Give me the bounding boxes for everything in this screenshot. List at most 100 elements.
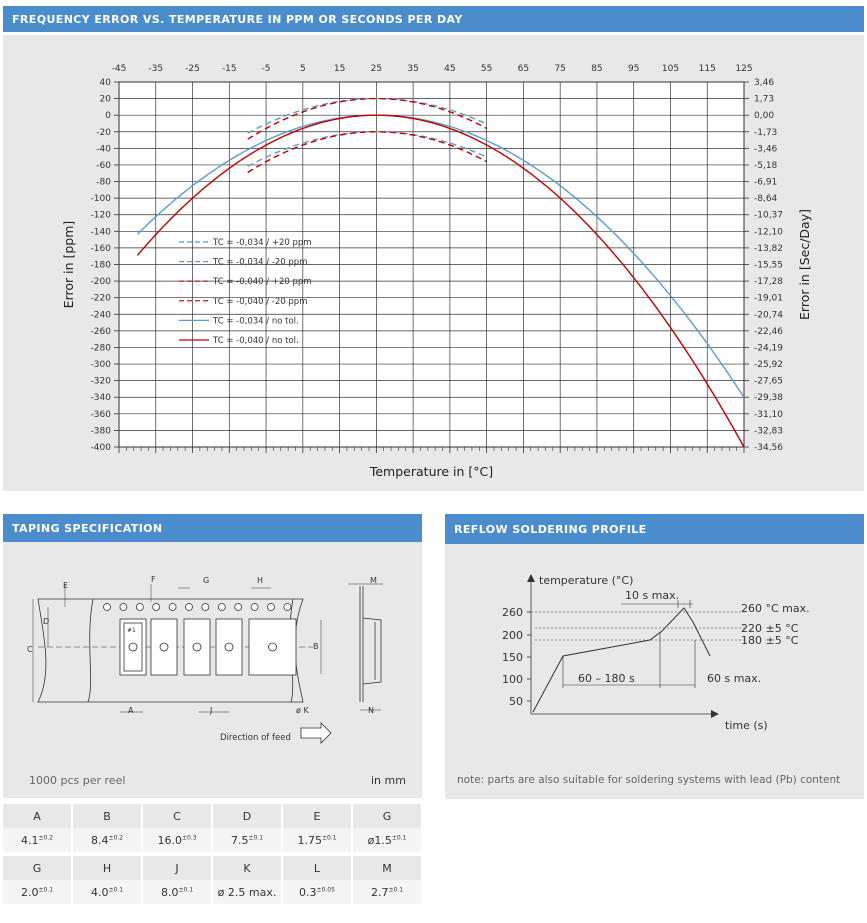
label-E: E [63, 581, 68, 590]
label-D: D [43, 617, 49, 626]
chart-grid [114, 81, 749, 453]
label-J: J [209, 706, 212, 715]
series-line [247, 97, 487, 140]
y-tick-label: -100 [91, 194, 112, 204]
x-axis-arrow-icon [711, 710, 719, 718]
series-line [247, 97, 487, 134]
x-tick-label: 25 [371, 64, 382, 74]
y2-tick-label: -31,10 [754, 410, 783, 420]
y2-tick-label: -32,83 [754, 426, 783, 436]
reflow-y-label: temperature (°C) [539, 574, 633, 587]
x-tick-label: 85 [591, 64, 602, 74]
y-tick-label: -40 [96, 144, 111, 154]
spec-header-cell: M [353, 856, 423, 880]
label-K: ø K [296, 706, 309, 715]
y2-tick-label: -10,37 [754, 211, 783, 221]
x-tick-label: 35 [407, 64, 418, 74]
y-tick-label: -180 [91, 261, 112, 271]
legend-entry: TC = -0,034 / +20 ppm [212, 238, 312, 248]
legend-entry: TC = -0,034 / -20 ppm [212, 258, 307, 268]
y2-tick-label: -17,28 [754, 277, 783, 287]
peak-temp-label: 260 °C max. [741, 602, 810, 615]
y-tick-label: 0 [105, 111, 111, 121]
y2-tick-label: -27,65 [754, 377, 783, 387]
chart-panel: -45 -35 -25 -15 -5 5 15 25 35 45 55 65 75 85 95 105 115 1… [3, 35, 864, 491]
y2-tick-label: -19,01 [754, 294, 783, 304]
label-A: A [128, 706, 134, 715]
spec-header-cell: C [143, 804, 213, 828]
spec-header-cell: E [283, 804, 353, 828]
reel-quantity: 1000 pcs per reel [29, 774, 126, 787]
taping-drawing: E F G H M D C B A J ø K N #1 Direction o… [27, 575, 383, 744]
preheat-time-label: 60 – 180 s [578, 672, 635, 685]
y-tick-label: -160 [91, 244, 112, 254]
y-tick-label: -260 [91, 327, 112, 337]
label-G: G [203, 576, 209, 585]
y-tick-label: -140 [91, 227, 112, 237]
y2-tick-label: -3,46 [754, 144, 778, 154]
spec-value-cell: ø1.5±0.1 [353, 828, 423, 852]
x-tick-label: -15 [222, 64, 237, 74]
x-tick-label: 105 [662, 64, 679, 74]
x-axis-label: Temperature in [°C] [369, 464, 493, 479]
reflow-profile-chart: temperature (°C) time (s) 260 200 150 10… [502, 574, 810, 732]
y-tick-label: -320 [91, 377, 112, 387]
x-tick-label: -35 [148, 64, 163, 74]
spec-value-cell: 4.1±0.2 [3, 828, 73, 852]
legend-entry: TC = -0,040 / +20 ppm [212, 277, 312, 287]
spec-value-cell: 8.4±0.2 [73, 828, 143, 852]
x-tick-label: 115 [699, 64, 716, 74]
reflow-tick-100: 100 [502, 673, 523, 686]
y-tick-label: -220 [91, 294, 112, 304]
y-tick-label: -240 [91, 310, 112, 320]
series-line [247, 131, 487, 167]
spec-header-cell: J [143, 856, 213, 880]
x-tick-label: 95 [628, 64, 639, 74]
spec-header-cell: G [353, 804, 423, 828]
spec-value-cell: 2.0±0.1 [3, 880, 73, 904]
spec-header-cell: H [73, 856, 143, 880]
y2-tick-label: -24,19 [754, 343, 783, 353]
y-tick-label: -400 [91, 443, 112, 453]
legend-entry: TC = -0,034 / no tol. [212, 316, 299, 326]
x-tick-label: 75 [554, 64, 565, 74]
x-tick-label: -5 [262, 64, 271, 74]
y2-tick-label: -6,91 [754, 178, 777, 188]
taping-spec-table: A B C D E G 4.1±0.2 8.4±0.2 16.0±0.3 7.5±0.1 1.75±… [3, 804, 423, 904]
reflow-tick-200: 200 [502, 629, 523, 642]
label-B: B [313, 642, 319, 651]
component-pockets [119, 618, 297, 676]
legend-entry: TC = -0,040 / -20 ppm [212, 297, 307, 307]
label-F: F [151, 575, 156, 584]
reflow-tick-50: 50 [509, 695, 523, 708]
spec-header-cell: G [3, 856, 73, 880]
y2-tick-label: -5,18 [754, 161, 778, 171]
x-tick-label: -45 [112, 64, 127, 74]
y2-tick-label: -20,74 [754, 310, 783, 320]
series-line [136, 114, 745, 398]
reflow-temp-label: 220 ±5 °C [741, 622, 799, 635]
y-axis-arrow-icon [527, 574, 535, 582]
y-tick-label: -120 [91, 211, 112, 221]
y-axis-label: Error in [ppm] [61, 221, 76, 309]
y2-tick-label: -1,73 [754, 128, 777, 138]
label-pin1: #1 [127, 627, 136, 634]
y2-tick-label: -15,55 [754, 261, 783, 271]
spec-header-cell: A [3, 804, 73, 828]
spec-header-cell: L [283, 856, 353, 880]
y-tick-label: -280 [91, 343, 112, 353]
liquidus-temp-label: 180 ±5 °C [741, 634, 799, 647]
spec-value-cell: 1.75±0.1 [283, 828, 353, 852]
y2-axis-label: Error in [Sec/Day] [797, 209, 812, 320]
tape-break-left [87, 598, 94, 703]
unit-label: in mm [371, 774, 406, 787]
spec-value-cell: 16.0±0.3 [143, 828, 213, 852]
y-tick-label: -360 [91, 410, 112, 420]
spec-value-cell: 8.0±0.1 [143, 880, 213, 904]
y2-tick-label: -29,38 [754, 393, 783, 403]
spec-value-cell: 7.5±0.1 [213, 828, 283, 852]
tape-side-view [348, 583, 383, 711]
x-tick-label: 45 [444, 64, 455, 74]
spec-header-cell: D [213, 804, 283, 828]
x-tick-label: 55 [481, 64, 492, 74]
